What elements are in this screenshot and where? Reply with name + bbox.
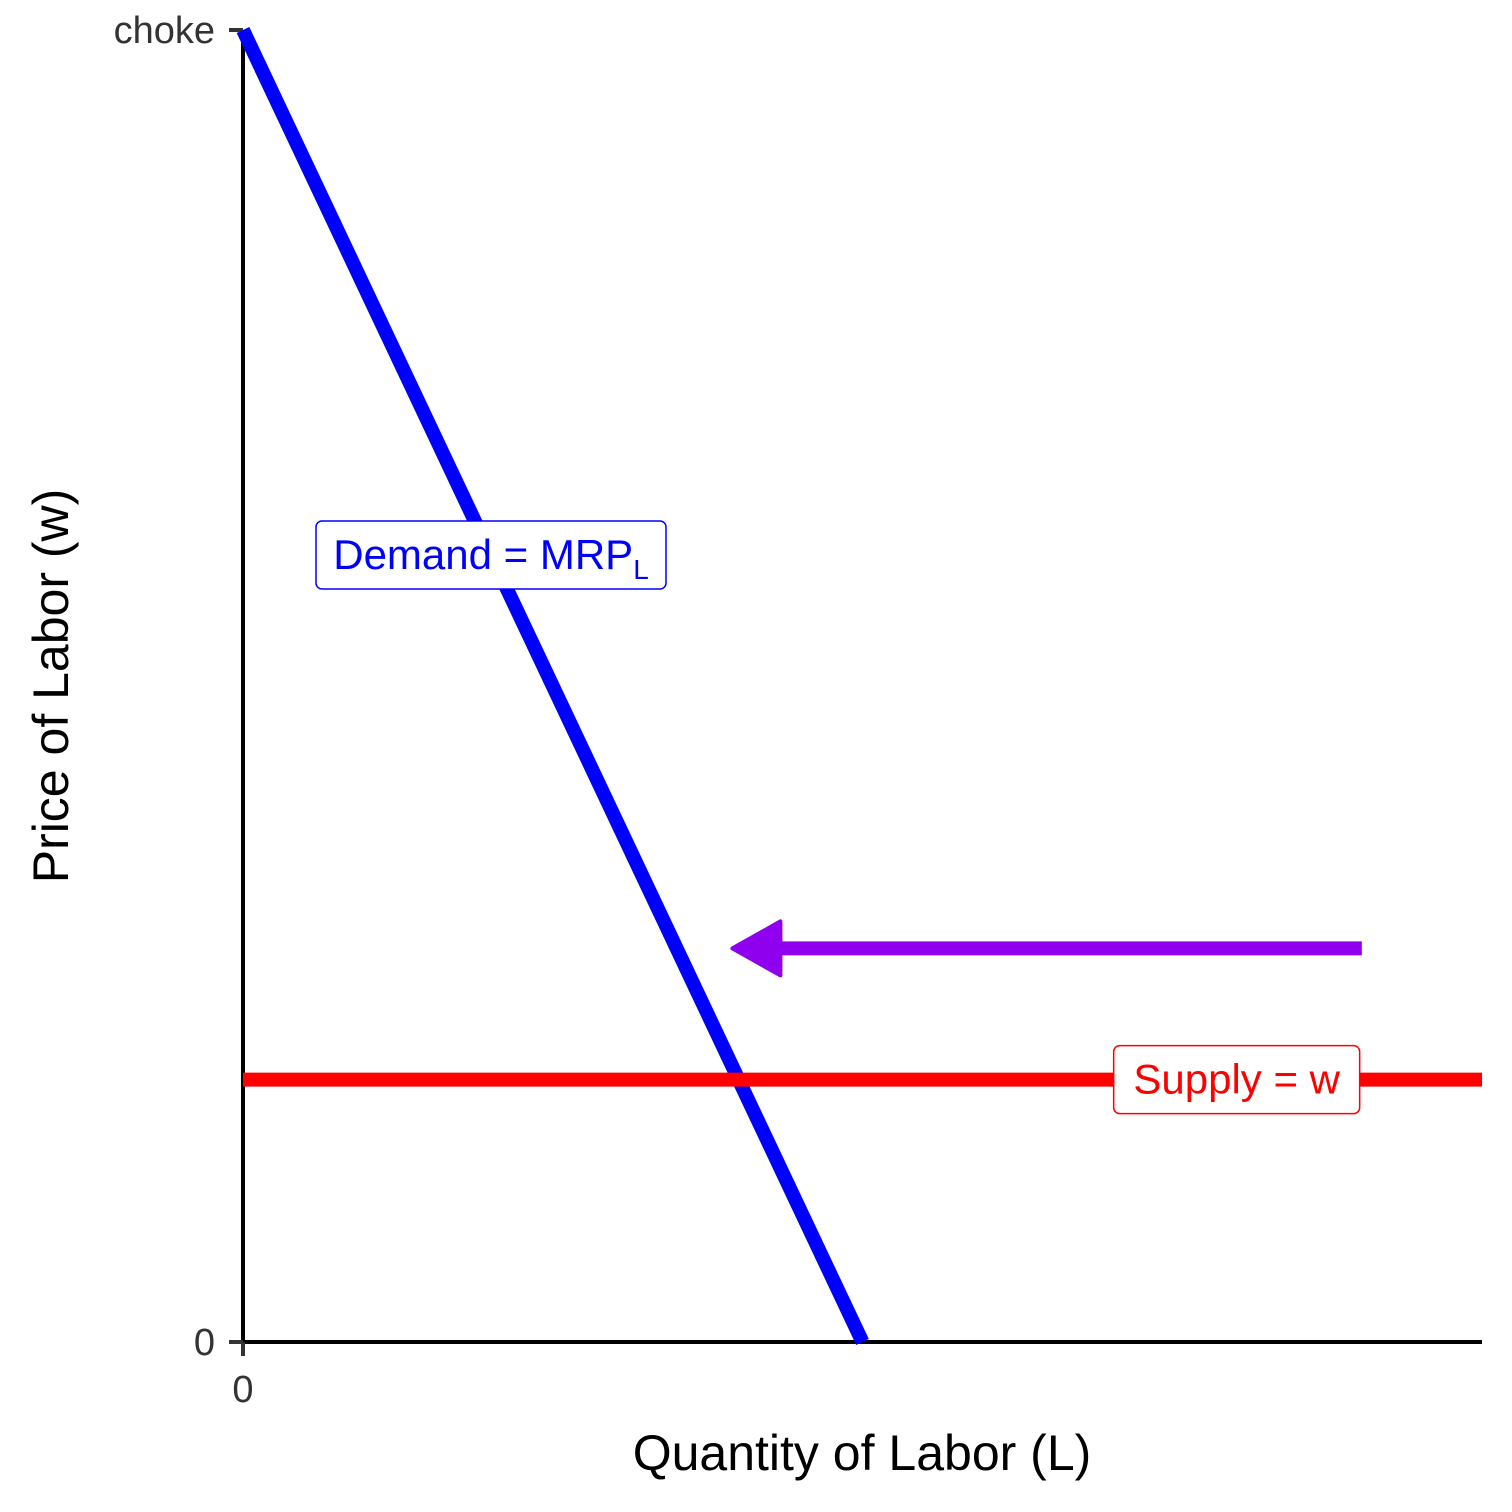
axes <box>241 30 1482 1344</box>
demand-curve <box>236 27 869 1345</box>
supply-label: Supply = w <box>1112 1044 1361 1115</box>
y-tick-label: choke <box>114 10 215 52</box>
supply-label-box <box>1112 1044 1361 1115</box>
annotation-layer <box>730 919 1362 978</box>
shift-arrow-head <box>730 919 783 978</box>
ticks: 0 choke 0 <box>114 10 254 1411</box>
demand-label: Demand = MRPL <box>315 520 667 590</box>
y-axis-title: Price of Labor (w) <box>23 489 79 884</box>
demand-label-text: Demand = MRPL <box>333 531 649 585</box>
x-axis-title: Quantity of Labor (L) <box>633 1425 1092 1481</box>
demand-label-main: Demand = MRP <box>333 531 633 578</box>
x-tick-label: 0 <box>232 1369 253 1411</box>
demand-label-box <box>315 520 667 590</box>
series-layer <box>236 27 1482 1345</box>
supply-label-text: Supply = w <box>1133 1056 1340 1103</box>
y-tick-label: 0 <box>194 1322 215 1364</box>
supply-label-main: Supply = w <box>1133 1056 1340 1103</box>
demand-label-subscript: L <box>633 554 649 585</box>
label-layer: Demand = MRPL Supply = w <box>315 520 1361 1115</box>
